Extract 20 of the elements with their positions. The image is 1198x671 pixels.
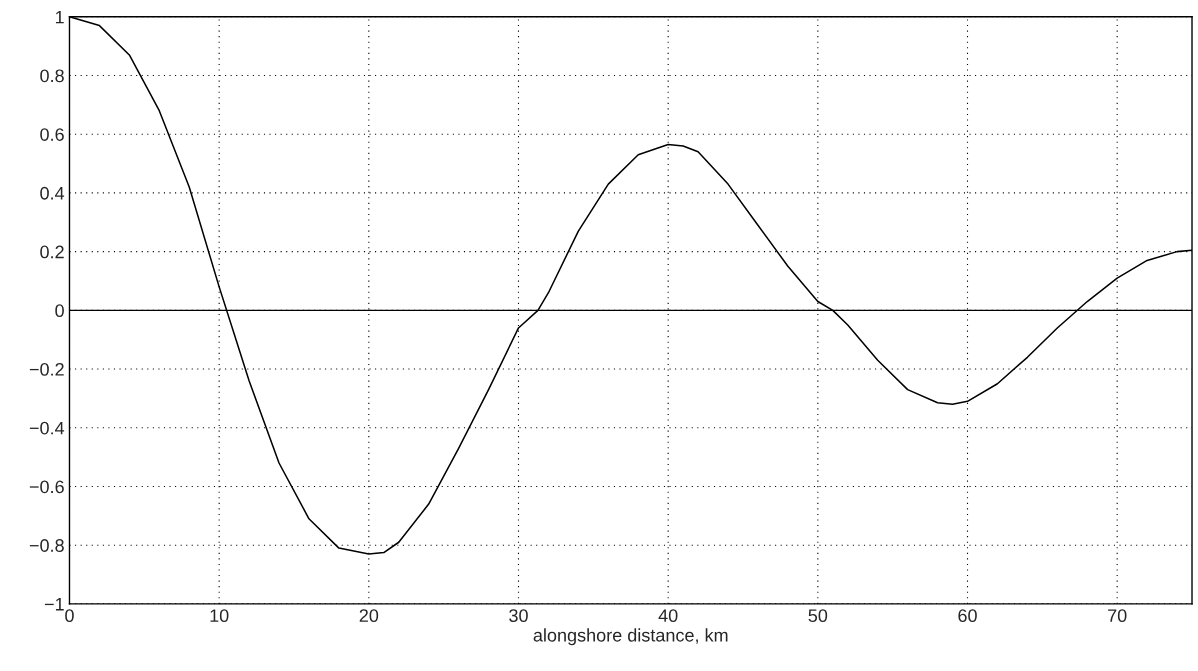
x-tick-label: 10 [210,609,229,623]
x-tick-label: 30 [509,609,528,623]
y-tick-label: 0.2 [40,245,64,259]
y-tick-label: −0.6 [29,480,64,494]
x-tick-label: 50 [808,609,828,623]
y-tick-label: 0.4 [40,186,65,200]
y-tick-label: −0.4 [29,421,65,435]
y-tick-label: −0.2 [29,362,64,376]
y-tick-label: 0.8 [40,69,64,83]
y-tick-label: 0.6 [40,128,64,141]
y-tick-label: 0 [55,304,64,318]
y-tick-label: −1 [44,598,64,611]
x-tick-label: 70 [1108,609,1127,623]
y-tick-label: −0.8 [29,539,64,552]
x-tick-label: 40 [658,609,678,623]
x-axis-title: alongshore distance, km [533,628,728,646]
x-tick-label: 20 [359,609,379,623]
x-tick-label: 0 [65,609,74,623]
x-tick-label: 60 [958,609,977,623]
y-tick-label: 1 [55,10,64,24]
